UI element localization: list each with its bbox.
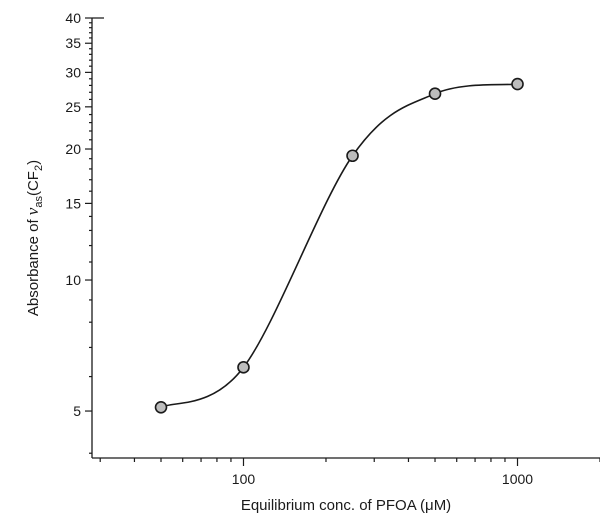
- plot-frame: [91, 17, 600, 459]
- y-tick-label: 30: [65, 64, 81, 80]
- y-axis-label: Absorbance of νas(CF2): [23, 160, 45, 316]
- x-tick-label: 100: [232, 471, 256, 487]
- y-tick-label: 15: [65, 195, 81, 211]
- data-point-3: [346, 149, 359, 163]
- axes: [91, 17, 600, 459]
- y-tick-label: 40: [65, 10, 81, 26]
- y-axis-ticks: 5 10 15 20 25 30 35 40: [65, 10, 92, 454]
- data-points: [154, 77, 524, 414]
- data-point-4: [428, 87, 442, 100]
- fit-curve: [160, 83, 518, 409]
- x-axis-ticks: 100 1000: [99, 458, 600, 487]
- data-point-2: [237, 361, 250, 374]
- data-point-5: [511, 77, 524, 91]
- y-tick-label: 20: [65, 141, 81, 157]
- y-tick-label: 35: [65, 35, 81, 51]
- x-tick-label: 1000: [502, 471, 533, 487]
- y-tick-label: 25: [65, 99, 81, 115]
- y-tick-label: 5: [73, 403, 81, 419]
- x-axis-label: Equilibrium conc. of PFOA (μM): [241, 497, 451, 514]
- data-point-1: [154, 400, 168, 414]
- y-tick-label: 10: [65, 272, 81, 288]
